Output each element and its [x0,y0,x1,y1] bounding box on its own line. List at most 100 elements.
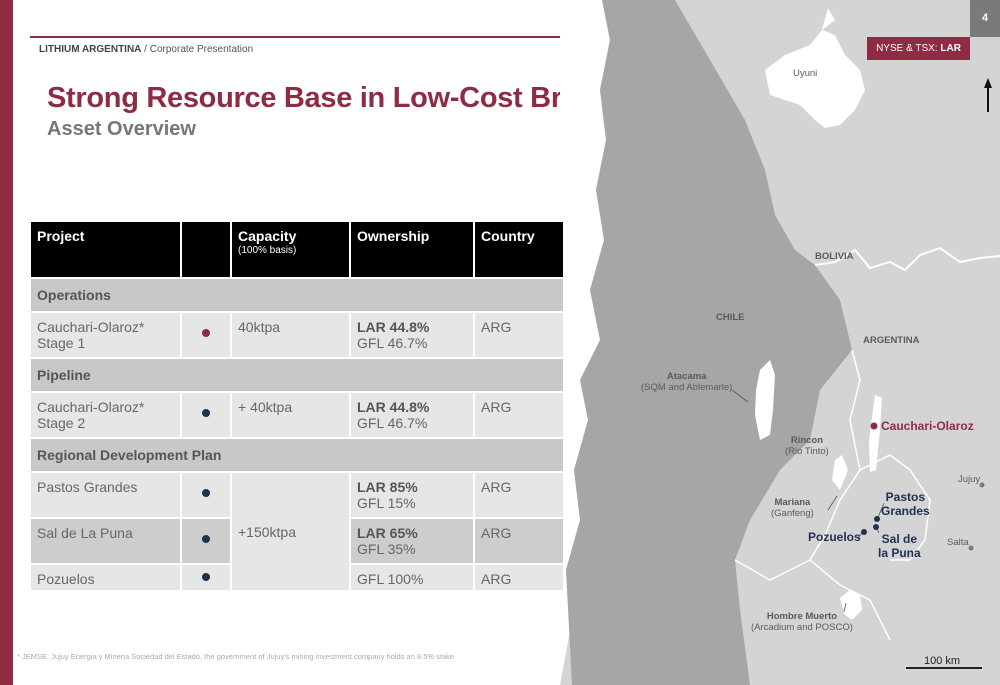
country-value: ARG [473,517,565,565]
header-caption: LITHIUM ARGENTINA / Corporate Presentati… [39,44,253,55]
left-accent-bar [0,0,13,685]
capacity-value: +150ktpa [230,471,351,592]
country-value: ARG [473,391,565,439]
map-label-argentina-text: ARGENTINA [863,335,920,346]
map-label-puna-line2: la Puna [878,546,921,560]
header-capacity-label: Capacity [238,228,297,244]
status-dot [202,329,210,337]
map-label-atacama-name: Atacama [666,371,707,382]
ownership-lar: LAR 44.8% [357,399,430,415]
page-subtitle: Asset Overview [47,118,196,140]
map-label-atacama: Atacama (SQM and Ablemarle) [641,371,732,393]
capacity-value: + 40ktpa [230,391,351,439]
ownership-lar: LAR 65% [357,525,418,541]
header-capacity-sub: (100% basis) [238,245,297,256]
map-label-cauchari: Cauchari-Olaroz [881,419,974,433]
map-label-pastos-line2: Grandes [881,504,930,518]
map-label-pozuelos: Pozuelos [808,530,861,544]
project-name: Cauchari-Olaroz* Stage 1 [29,311,182,359]
ownership-cell: GFL 100% [349,563,475,592]
map-label-mariana: Mariana (Ganfeng) [771,497,814,519]
project-name: Cauchari-Olaroz* Stage 2 [29,391,182,439]
header-capacity: Capacity (100% basis) [230,220,351,279]
project-name: Pastos Grandes [29,471,182,519]
map-label-pastos-grandes: Pastos Grandes [881,490,930,518]
header-rule [30,36,562,38]
map-label-puna-line1: Sal de [881,532,918,546]
ownership-cell: LAR 65% GFL 35% [349,517,475,565]
marker-cell [180,311,232,359]
map-label-mariana-owner: (Ganfeng) [771,508,814,519]
project-name: Pozuelos [29,563,182,592]
map-label-bolivia: BOLIVIA [815,251,854,262]
map-label-bolivia-text: BOLIVIA [815,251,854,262]
map-label-pastos-line1: Pastos [885,490,926,504]
section-label: Regional Development Plan [29,437,565,473]
map-label-hombre-muerto: Hombre Muerto (Arcadium and POSCO) [751,611,853,633]
scale-bar [906,667,982,669]
ticker-badge: NYSE & TSX: LAR [867,37,970,60]
map-label-mariana-name: Mariana [774,497,811,508]
map-label-rincon-name: Rincon [790,435,824,446]
table-row: Sal de La Puna LAR 65% GFL 35% ARG [29,517,565,565]
table-row: Pastos Grandes +150ktpa LAR 85% GFL 15% A… [29,471,565,592]
ownership-lar: LAR 85% [357,479,418,495]
map-label-uyuni: Uyuni [793,68,818,79]
map-label-hombre-name: Hombre Muerto [766,611,838,622]
table-row: Pozuelos GFL 100% ARG [29,563,565,592]
country-value: ARG [473,563,565,592]
capacity-value: 40ktpa [230,311,351,359]
status-dot [202,573,210,581]
ownership-gfl: GFL 46.7% [357,415,428,431]
map-label-chile-text: CHILE [716,312,745,323]
map-label-sal-de-la-puna: Sal de la Puna [878,532,921,560]
map-label-chile: CHILE [716,312,745,323]
table-row: Cauchari-Olaroz* Stage 1 40ktpa LAR 44.8… [29,311,565,359]
table-row: Cauchari-Olaroz* Stage 2 + 40ktpa LAR 44… [29,391,565,439]
ownership-gfl: GFL 46.7% [357,335,428,351]
ownership-gfl: GFL 15% [357,495,416,511]
country-value: ARG [473,311,565,359]
scale-label: 100 km [924,655,961,667]
section-row-regional: Regional Development Plan [29,437,565,473]
asset-table: Project Capacity (100% basis) Ownership C… [29,220,565,592]
country-value: ARG [473,471,565,519]
header-project: Project [29,220,182,279]
company-name: LITHIUM ARGENTINA [39,44,142,55]
page-number: 4 [970,0,1000,37]
ticker-prefix: NYSE & TSX: [876,43,941,54]
lithium-triangle-map [560,0,1000,685]
map-label-rincon-owner: (Rio Tinto) [785,446,829,457]
map-label-hombre-owner: (Arcadium and POSCO) [751,622,853,633]
map-label-rincon: Rincon (Rio Tinto) [785,435,829,457]
ownership-cell: LAR 85% GFL 15% [349,471,475,519]
header-ownership: Ownership [349,220,475,279]
map-label-argentina: ARGENTINA [863,335,919,346]
document-name: Corporate Presentation [149,44,254,55]
status-dot [202,409,210,417]
ownership-lar: LAR 44.8% [357,319,430,335]
section-label: Pipeline [29,357,565,393]
marker-cell [180,563,232,592]
status-dot [202,489,210,497]
marker-cell [180,391,232,439]
ownership-cell: LAR 44.8% GFL 46.7% [349,391,475,439]
ownership-cell: LAR 44.8% GFL 46.7% [349,311,475,359]
map-label-atacama-owner: (SQM and Ablemarle) [641,382,733,393]
footnote: * JEMSE, Jujuy Energia y Mineria Socieda… [17,652,455,661]
ownership-gfl: GFL 35% [357,541,416,557]
marker-cell [180,517,232,565]
header-separator: / [141,44,150,55]
header-marker [180,220,232,279]
section-row-pipeline: Pipeline [29,357,565,393]
marker-cell [180,471,232,519]
status-dot [202,535,210,543]
section-row-operations: Operations [29,277,565,313]
project-name: Sal de La Puna [29,517,182,565]
section-label: Operations [29,277,565,313]
ticker-symbol: LAR [940,43,961,54]
map-label-salta: Salta [947,537,969,548]
ownership-gfl: GFL 100% [357,571,424,587]
map-label-jujuy: Jujuy [958,474,981,485]
table-header-row: Project Capacity (100% basis) Ownership C… [29,220,565,279]
